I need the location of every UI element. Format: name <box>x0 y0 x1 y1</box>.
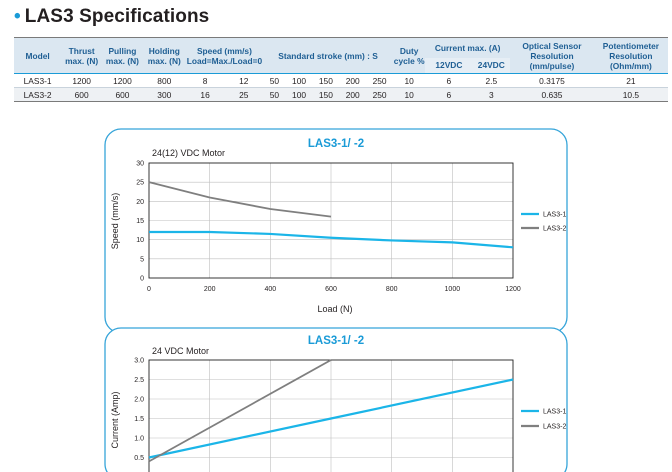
y-tick-label: 1.5 <box>134 416 144 423</box>
heading-bullet: • <box>14 6 21 27</box>
x-axis-label: Load (N) <box>317 304 352 314</box>
cell-stroke: 200 <box>339 87 367 102</box>
cell-current-24: 3 <box>472 87 511 102</box>
y-tick-label: 15 <box>136 218 144 225</box>
header-pot: Potentiometer Resolution (Ohm/mm) <box>593 37 668 74</box>
header-model: Model <box>14 37 62 74</box>
chart-1: 0 5 10 15 20 25 30 0 200 400 600 800 1000 1200 LAS3-1/… <box>104 128 568 334</box>
chart-title: LAS3-1/ -2 <box>308 138 364 150</box>
cell-pulling: 600 <box>102 87 143 102</box>
header-stroke: Standard stroke (mm) : S <box>263 37 394 74</box>
y-tick-label: 0.5 <box>134 455 144 462</box>
y-tick-label: 3.0 <box>134 358 144 365</box>
x-tick-label: 600 <box>325 286 337 293</box>
cell-stroke: 100 <box>285 73 313 88</box>
y-tick-label: 30 <box>136 161 144 168</box>
cell-holding: 800 <box>142 73 186 88</box>
cell-pulling: 1200 <box>102 73 143 88</box>
cell-pot: 21 <box>593 73 668 88</box>
page-heading: • LAS3 Specifications <box>14 6 209 28</box>
cell-thrust: 600 <box>61 87 103 102</box>
y-axis-label: Speed (mm/s) <box>110 193 120 250</box>
cell-stroke: 150 <box>312 87 340 102</box>
header-pulling: Pulling max. (N) <box>102 37 143 74</box>
cell-speed-zero: 25 <box>224 87 264 102</box>
cell-current-12: 6 <box>425 73 473 88</box>
cell-stroke: 50 <box>263 73 286 88</box>
cell-holding: 300 <box>142 87 186 102</box>
x-tick-label: 200 <box>204 286 216 293</box>
y-tick-label: 25 <box>136 180 144 187</box>
cell-stroke: 100 <box>285 87 313 102</box>
cell-current-12: 6 <box>425 87 473 102</box>
series-line-las3-2 <box>148 181 332 218</box>
cell-duty: 10 <box>393 73 426 88</box>
header-duty: Duty cycle % <box>393 37 426 74</box>
header-current-12: 12VDC <box>425 57 473 74</box>
header-speed: Speed (mm/s) Load=Max./Load=0 <box>185 37 264 74</box>
cell-stroke: 50 <box>263 87 286 102</box>
chart-subtitle: 24(12) VDC Motor <box>152 148 225 158</box>
cell-optical: 0.3175 <box>510 73 594 88</box>
legend-label: LAS3-1 <box>543 212 566 219</box>
table-row: LAS3-1 1200 1200 800 8 12 50 100 150 200… <box>14 73 668 88</box>
y-tick-label: 10 <box>136 237 144 244</box>
y-tick-label: 2.5 <box>134 377 144 384</box>
header-current-24: 24VDC <box>472 57 511 74</box>
cell-speed-zero: 12 <box>224 73 264 88</box>
x-tick-label: 1000 <box>445 286 461 293</box>
header-thrust: Thrust max. (N) <box>61 37 103 74</box>
y-tick-label: 2.0 <box>134 397 144 404</box>
spec-table: Model Thrust max. (N) Pulling max. (N) H… <box>14 37 668 102</box>
cell-thrust: 1200 <box>61 73 103 88</box>
header-holding: Holding max. (N) <box>142 37 186 74</box>
cell-duty: 10 <box>393 87 426 102</box>
heading-title: LAS3 Specifications <box>24 6 210 27</box>
cell-model: LAS3-1 <box>14 73 62 88</box>
chart-2: 0.5 1.0 1.5 2.0 2.5 3.0 LAS3-1/ -2 24 VDC Motor… <box>104 327 568 472</box>
chart-panel <box>104 327 568 472</box>
y-tick-label: 5 <box>140 256 144 263</box>
cell-optical: 0.635 <box>510 87 594 102</box>
header-optical: Optical Sensor Resolution (mm/pulse) <box>510 37 594 74</box>
legend-label: LAS3-2 <box>543 226 566 233</box>
x-tick-label: 0 <box>147 286 151 293</box>
series-line-las3-1 <box>148 378 514 459</box>
cell-speed-max: 8 <box>185 73 225 88</box>
cell-stroke: 250 <box>366 87 394 102</box>
cell-speed-max: 16 <box>185 87 225 102</box>
table-row: LAS3-2 600 600 300 16 25 50 100 150 200 … <box>14 87 668 102</box>
series-line-las3-1 <box>149 230 514 249</box>
cell-stroke: 200 <box>339 73 367 88</box>
legend-label: LAS3-2 <box>543 424 566 431</box>
series-line-las3-2 <box>148 359 332 463</box>
legend-label: LAS3-1 <box>543 409 566 416</box>
cell-stroke: 150 <box>312 73 340 88</box>
y-tick-label: 0 <box>140 276 144 283</box>
x-tick-label: 800 <box>386 286 398 293</box>
y-tick-label: 20 <box>136 199 144 206</box>
cell-current-24: 2.5 <box>472 73 511 88</box>
y-tick-label: 1.0 <box>134 436 144 443</box>
cell-stroke: 250 <box>366 73 394 88</box>
header-current: Current max. (A) <box>425 37 511 58</box>
cell-pot: 10.5 <box>593 87 668 102</box>
chart-title: LAS3-1/ -2 <box>308 335 364 347</box>
plot-frame <box>148 162 514 279</box>
x-tick-label: 1200 <box>505 286 521 293</box>
cell-model: LAS3-2 <box>14 87 62 102</box>
chart-subtitle: 24 VDC Motor <box>152 346 209 356</box>
x-tick-label: 400 <box>264 286 276 293</box>
y-axis-label: Current (Amp) <box>110 391 120 448</box>
